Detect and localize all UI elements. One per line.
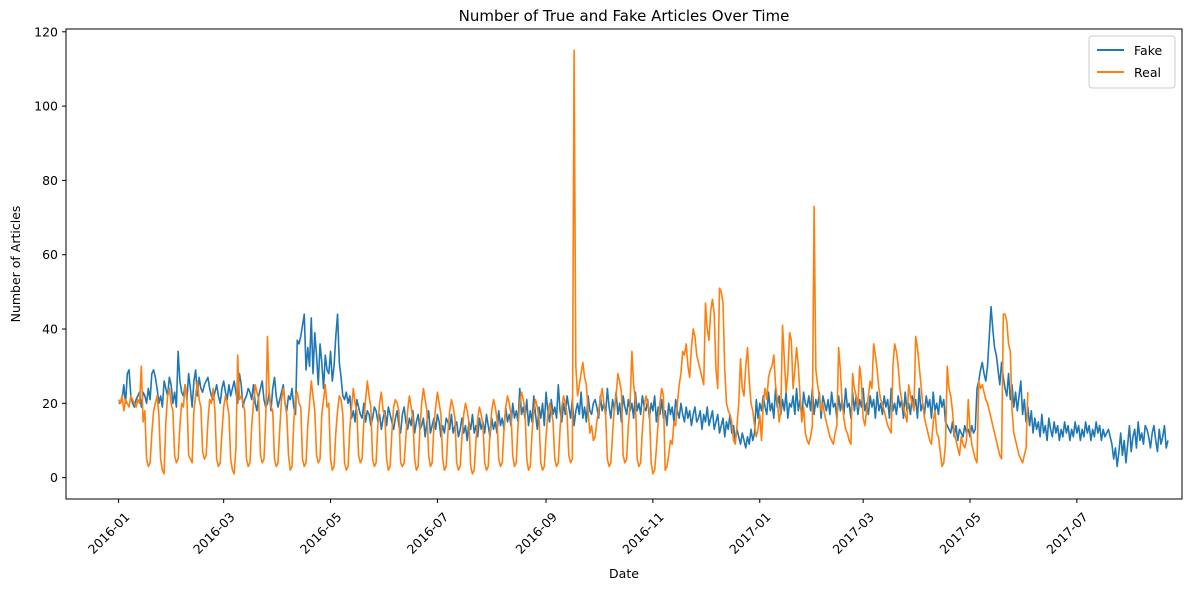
x-tick-label: 2016-01 [85,509,133,557]
x-tick-label: 2016-03 [190,509,238,557]
legend-label-fake: Fake [1134,43,1162,58]
x-tick-label: 2016-07 [404,509,452,557]
y-axis: 0 20 40 60 80 100 120 [34,24,66,485]
x-tick-label: 2017-07 [1043,509,1091,557]
x-axis-label: Date [609,566,639,581]
y-tick-label: 120 [34,24,58,39]
plot-area [65,28,1183,500]
x-tick-label: 2016-05 [297,509,345,557]
x-tick-label: 2017-05 [936,509,984,557]
y-axis-label: Number of Articles [8,206,23,323]
x-tick-label: 2017-01 [726,509,774,557]
series-layer [117,49,1169,475]
y-tick-label: 80 [42,173,58,188]
y-tick-label: 100 [34,99,58,114]
series-line-fake [118,305,1169,468]
legend-label-real: Real [1134,65,1161,80]
legend: Fake Real [1088,35,1176,89]
plot-frame [65,28,1183,500]
x-tick-label: 2016-11 [619,509,667,557]
x-tick-label: 2017-03 [830,509,878,557]
y-tick-label: 40 [42,322,58,337]
x-tick-label: 2016-09 [512,509,560,557]
series-line-real [117,49,1029,475]
x-axis: 2016-01 2016-03 2016-05 2016-07 2016-09 2016-… [85,499,1091,557]
chart-title: Number of True and Fake Articles Over Ti… [459,7,790,25]
y-tick-label: 0 [50,470,58,485]
y-tick-label: 20 [42,396,58,411]
y-tick-label: 60 [42,247,58,262]
